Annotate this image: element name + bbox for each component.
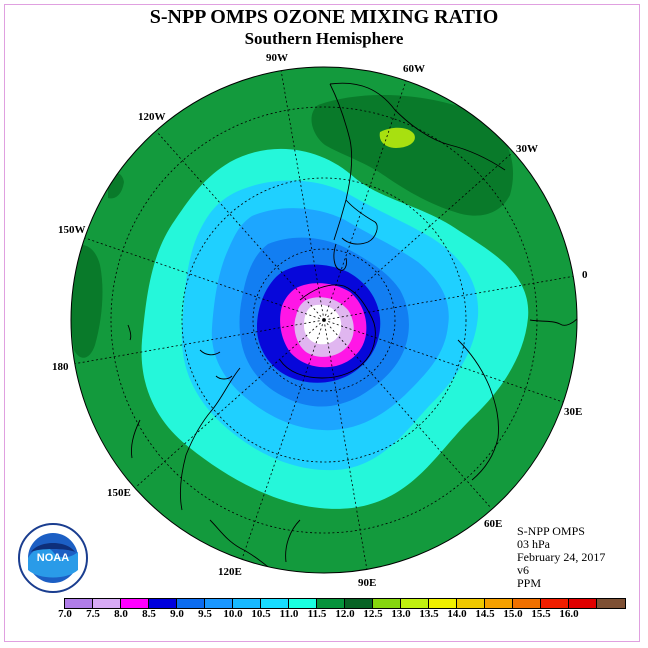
colorbar-tick-label: 10.0 [223,608,243,620]
graticule [72,69,576,571]
info-instrument: S-NPP OMPS [517,524,585,538]
coastlines [127,82,577,571]
lon-label-30e: 30E [564,406,582,418]
colorbar-swatch [205,599,233,608]
map-subtitle: Southern Hemisphere [244,29,404,48]
colorbar-tick-label: 13.0 [391,608,411,620]
colorbar-swatch [597,599,625,608]
noaa-logo-icon: NOAA [18,523,88,593]
colorbar-tick-label: 7.5 [86,608,100,620]
colorbar-tick-label: 16.0 [559,608,579,620]
colorbar-tick-label: 15.5 [531,608,551,620]
colorbar-swatch [121,599,149,608]
colorbar-tick-label: 12.5 [363,608,383,620]
colorbar [64,598,626,609]
colorbar-tick-label: 8.0 [114,608,128,620]
colorbar-swatch [261,599,289,608]
colorbar-swatch [569,599,597,608]
colorbar-swatch [177,599,205,608]
ozone-field [71,69,577,571]
colorbar-swatch [345,599,373,608]
colorbar-swatch [401,599,429,608]
colorbar-swatch [457,599,485,608]
noaa-logo: NOAA [17,522,89,594]
map-outline [70,66,578,574]
map-title: S-NPP OMPS OZONE MIXING RATIO [149,6,499,28]
info-version: v6 [517,563,529,577]
lon-label-120e: 120E [218,566,242,578]
info-units: PPM [517,576,542,590]
colorbar-tick-label: 7.0 [58,608,72,620]
colorbar-tick-label: 8.5 [142,608,156,620]
colorbar-tick-label: 12.0 [335,608,355,620]
colorbar-tick-label: 9.5 [198,608,212,620]
colorbar-tick-label: 14.5 [475,608,495,620]
colorbar-tick-label: 11.0 [279,608,299,620]
colorbar-swatch [233,599,261,608]
colorbar-tick-label: 10.5 [251,608,271,620]
colorbar-tick-label: 14.0 [447,608,467,620]
colorbar-swatch [65,599,93,608]
lon-label-0: 0 [582,269,588,281]
lon-label-150w: 150W [58,224,86,236]
lon-label-60w: 60W [403,63,425,75]
lon-label-150e: 150E [107,487,131,499]
colorbar-swatch [429,599,457,608]
lon-label-90w: 90W [266,52,288,64]
product-info: S-NPP OMPS 03 hPa February 24, 2017 v6 P… [517,525,605,590]
dark-green-zone-west [71,245,103,358]
dark-green-zone-south-america [311,94,514,216]
plot-frame [4,4,640,642]
colorbar-tick-label: 9.0 [170,608,184,620]
lon-label-60e: 60E [484,518,502,530]
info-level: 03 hPa [517,537,550,551]
colorbar-ticks: 7.0 7.5 8.0 8.5 9.0 9.5 10.0 10.5 11.0 11.5 12.0 12… [0,608,648,622]
lon-label-90e: 90E [358,577,376,589]
colorbar-swatch [289,599,317,608]
info-date: February 24, 2017 [517,550,606,564]
svg-text:NOAA: NOAA [37,552,69,564]
colorbar-swatch [149,599,177,608]
pole-marker [322,318,326,322]
lon-label-180: 180 [52,361,69,373]
colorbar-tick-label: 15.0 [503,608,523,620]
lon-label-120w: 120W [138,111,166,123]
colorbar-swatch [513,599,541,608]
colorbar-swatch [485,599,513,608]
colorbar-swatch [317,599,345,608]
lon-label-30w: 30W [516,143,538,155]
colorbar-swatch [93,599,121,608]
colorbar-tick-label: 11.5 [307,608,327,620]
colorbar-tick-label: 13.5 [419,608,439,620]
colorbar-swatch [373,599,401,608]
colorbar-swatch [541,599,569,608]
